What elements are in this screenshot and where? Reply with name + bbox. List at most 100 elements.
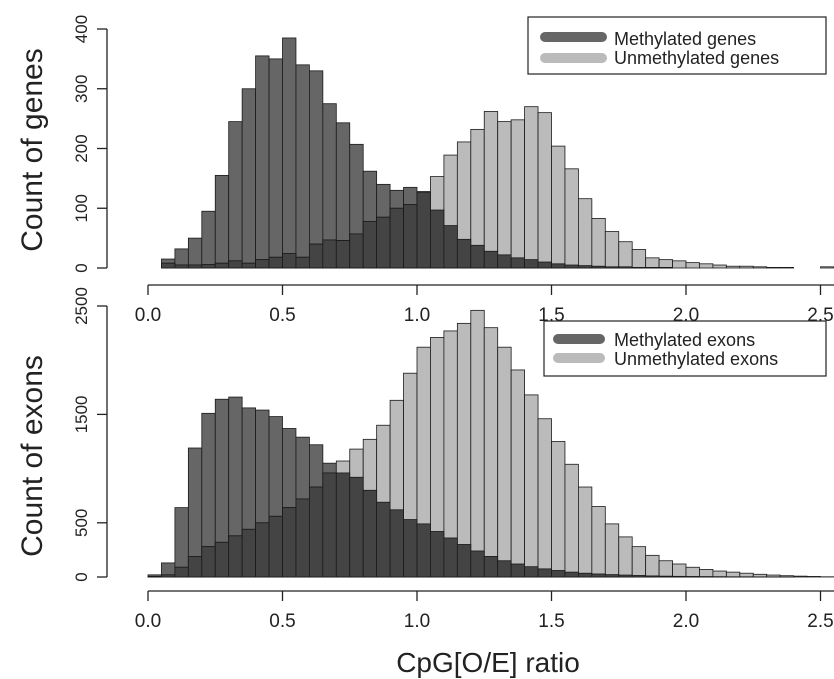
genes-overlap-bar [255, 259, 270, 269]
x-axis-title: CpG[O/E] ratio [396, 647, 580, 678]
exons-overlap-bar [295, 498, 310, 578]
genes-overlap-bar [456, 238, 472, 269]
exons-x-tick-label: 1.5 [538, 611, 564, 632]
genes-unmethylated-bar [779, 267, 795, 269]
exons-y-tick-label: 0 [72, 572, 91, 581]
genes-overlap-bar [537, 261, 552, 269]
genes-legend-label-methylated: Methylated genes [614, 29, 756, 49]
genes-overlap-bar [631, 267, 647, 269]
exons-overlap-bar [349, 476, 364, 578]
genes-overlap-bar [564, 264, 579, 269]
genes-unmethylated-bar [524, 106, 539, 269]
exons-overlap-bar [685, 576, 700, 578]
genes-overlap-bar [604, 266, 620, 269]
genes-methylated-bar [268, 58, 283, 269]
exons-overlap-bar [578, 572, 593, 578]
exons-overlap-bar [456, 544, 472, 578]
exons-overlap-bar [335, 472, 351, 578]
genes-unmethylated-bar [510, 119, 525, 269]
genes-overlap-bar [470, 244, 485, 269]
exons-methylated-bar [174, 507, 189, 578]
exons-unmethylated-bar [618, 536, 633, 578]
exons-overlap-bar [187, 556, 203, 578]
exons-overlap-bar [308, 486, 324, 578]
genes-unmethylated-bar [497, 121, 512, 269]
genes-unmethylated-bar [631, 249, 647, 269]
exons-unmethylated-bar [725, 571, 741, 578]
exons-overlap-bar [497, 560, 512, 578]
genes-unmethylated-bar [564, 168, 579, 269]
exons-overlap-bar [604, 574, 620, 578]
exons-unmethylated-bar [604, 523, 620, 578]
genes-overlap-bar [524, 259, 539, 269]
exons-unmethylated-bar [645, 554, 660, 578]
genes-unmethylated-bar [604, 231, 620, 269]
exons-overlap-bar [510, 563, 525, 578]
exons-unmethylated-bar [537, 418, 552, 578]
exons-unmethylated-bar [631, 546, 647, 578]
exons-overlap-bar [631, 575, 647, 578]
genes-overlap-bar [497, 254, 512, 269]
genes-overlap-bar [591, 265, 606, 269]
exons-overlap-bar [672, 575, 687, 578]
genes-overlap-bar [510, 257, 525, 269]
genes-methylated-bar [201, 210, 216, 269]
genes-unmethylated-bar [685, 262, 700, 269]
genes-unmethylated-bar [820, 266, 834, 269]
genes-y-tick-label: 200 [72, 134, 91, 162]
genes-unmethylated-bar [712, 264, 727, 269]
exons-x-tick-label: 1.0 [404, 611, 430, 632]
exons-overlap-bar [241, 528, 256, 578]
exons-legend-box [543, 320, 827, 377]
genes-methylated-bar [308, 70, 324, 269]
exons-overlap-bar [416, 523, 431, 578]
exons-overlap-bar [376, 501, 391, 578]
exons-x-tick-label: 2.5 [807, 611, 833, 632]
exons-overlap-bar [551, 570, 566, 578]
exons-overlap-bar [214, 541, 230, 578]
genes-unmethylated-bar [618, 241, 633, 269]
genes-legend: Methylated genes Unmethylated genes [527, 16, 827, 75]
genes-overlap-bar [416, 191, 431, 269]
exons-axes [97, 305, 834, 601]
exons-unmethylated-bar [699, 569, 714, 578]
exons-x-tick-labels: 0.0 0.5 1.0 1.5 2.0 2.5 [135, 611, 834, 632]
genes-overlap-bar [483, 250, 499, 269]
exons-overlap-bar [537, 568, 552, 578]
genes-unmethylated-bar [483, 111, 499, 269]
exons-overlap-bar [282, 507, 297, 578]
genes-overlap-bar [376, 216, 391, 269]
genes-y-tick-labels: 0 100 200 300 400 [72, 15, 91, 273]
genes-x-tick-label: 1.0 [404, 305, 430, 326]
genes-y-axis-title: Count of genes [16, 48, 49, 251]
genes-overlap-bar [268, 256, 283, 269]
genes-overlap-bar [214, 262, 230, 269]
exons-unmethylated-bar [672, 563, 687, 578]
genes-methylated-bar [282, 37, 297, 269]
exons-unmethylated-bar [591, 506, 606, 578]
genes-overlap-bar [335, 240, 351, 269]
exons-overlap-bar [147, 576, 162, 578]
genes-overlap-bar [174, 264, 189, 269]
exons-unmethylated-bar [564, 463, 579, 578]
genes-overlap-bar [349, 233, 364, 269]
exons-overlap-bar [645, 575, 660, 578]
genes-methylated-bar [295, 64, 310, 269]
genes-overlap-bar [295, 256, 310, 269]
exons-y-tick-labels: 0 500 1500 2500 [72, 287, 91, 582]
genes-unmethylated-bar [591, 218, 606, 269]
exons-overlap-bar [362, 489, 378, 578]
genes-x-tick-labels: 0.0 0.5 1.0 1.5 2.0 2.5 [135, 305, 834, 326]
genes-unmethylated-bar [578, 198, 593, 269]
exons-overlap-bar [174, 566, 189, 578]
exons-unmethylated-bar [483, 327, 499, 578]
exons-overlap-bars [147, 472, 795, 578]
exons-overlap-bar [403, 519, 418, 578]
genes-overlap-bar [282, 253, 297, 269]
exons-overlap-bar [524, 566, 539, 578]
exons-overlap-bar [255, 522, 270, 578]
exons-y-tick-label: 500 [72, 509, 91, 537]
exons-unmethylated-bar [578, 486, 593, 578]
exons-overlap-bar [430, 531, 445, 578]
